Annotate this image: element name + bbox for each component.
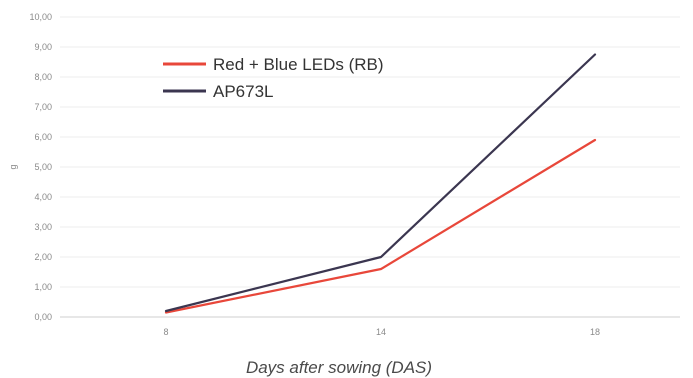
series-line xyxy=(164,53,597,313)
y-tick-label: 0,00 xyxy=(34,312,52,322)
x-axis-label: Days after sowing (DAS) xyxy=(246,358,432,377)
y-tick-label: 10,00 xyxy=(29,12,52,22)
y-tick-label: 9,00 xyxy=(34,42,52,52)
x-tick-label: 18 xyxy=(590,327,600,337)
legend-label: Red + Blue LEDs (RB) xyxy=(213,55,384,74)
y-tick-label: 3,00 xyxy=(34,222,52,232)
y-tick-label: 7,00 xyxy=(34,102,52,112)
series-line xyxy=(164,138,597,314)
legend: Red + Blue LEDs (RB) AP673L xyxy=(163,55,384,101)
x-axis-ticks: 8 14 18 xyxy=(163,327,600,337)
y-tick-label: 1,00 xyxy=(34,282,52,292)
x-tick-label: 14 xyxy=(376,327,386,337)
x-tick-label: 8 xyxy=(163,327,168,337)
y-axis-ticks: 0,00 1,00 2,00 3,00 4,00 5,00 6,00 7,00 8,00 9,00… xyxy=(29,12,52,322)
gridlines xyxy=(60,16,680,318)
series-lines xyxy=(164,53,597,314)
legend-label: AP673L xyxy=(213,82,274,101)
y-axis-label: g xyxy=(8,164,18,169)
y-tick-label: 4,00 xyxy=(34,192,52,202)
y-tick-label: 6,00 xyxy=(34,132,52,142)
y-tick-label: 2,00 xyxy=(34,252,52,262)
y-tick-label: 8,00 xyxy=(34,72,52,82)
y-tick-label: 5,00 xyxy=(34,162,52,172)
